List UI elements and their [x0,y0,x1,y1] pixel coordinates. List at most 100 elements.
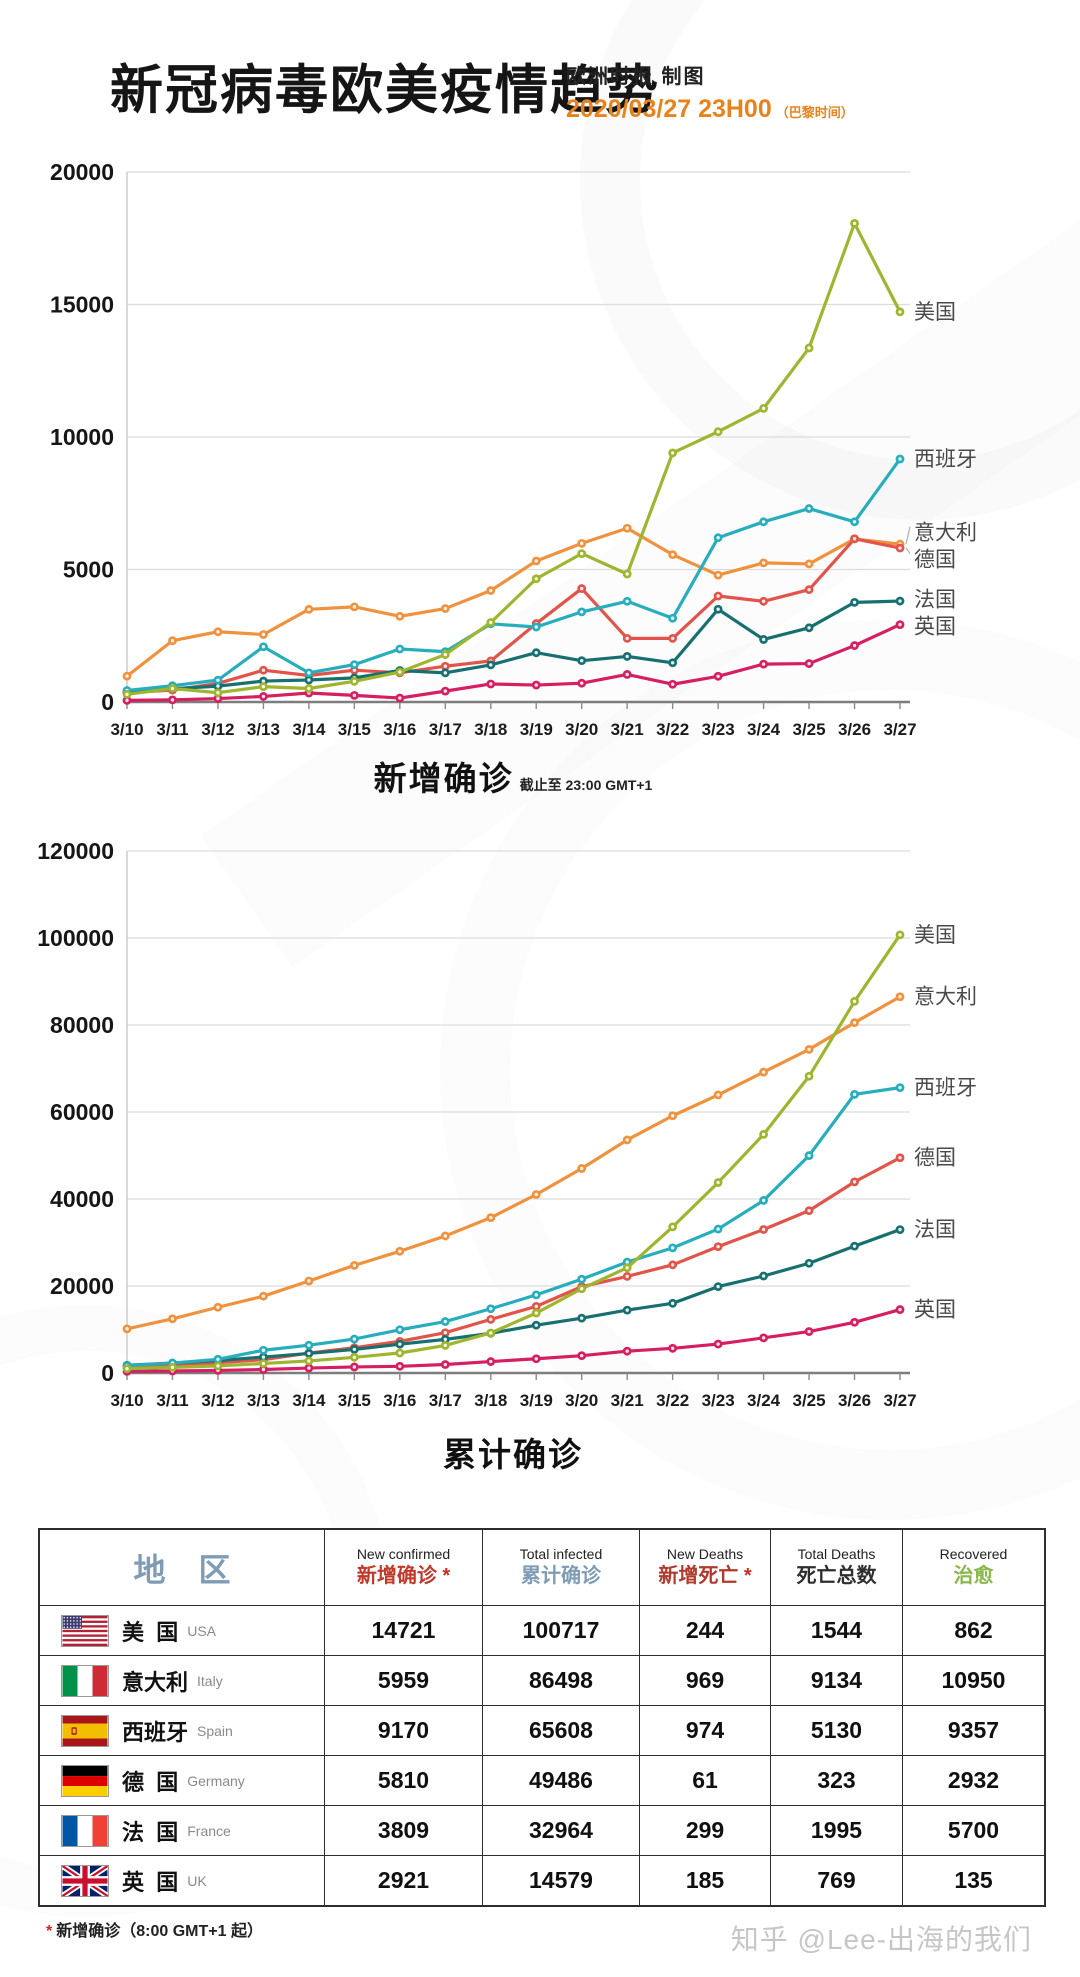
data-point-center [580,1287,584,1291]
data-point-center [307,1351,311,1356]
data-point-center [670,552,675,557]
series-line [125,933,902,1371]
page-title: 新冠病毒欧美疫情趋势 [110,61,660,120]
data-point-center [852,520,857,524]
label-leader-line [905,526,911,545]
data-point-center [398,1249,402,1253]
table-row-region-usa: 美 国 USA [40,1605,324,1655]
data-point-center [443,652,447,657]
footnote: * 新增确诊（8:00 GMT+1 起） [46,1917,263,1941]
country-name-zh: 法 国 [122,1819,179,1845]
x-tick-label: 3/15 [338,720,371,739]
data-point-center [852,643,857,648]
data-point-center [216,691,220,695]
stat-cell: 3809 [324,1805,482,1855]
stat-cell: 32964 [482,1805,639,1855]
data-point-center [716,430,720,434]
data-point-center [670,616,675,620]
x-tick-label: 3/14 [292,720,326,739]
x-tick-label: 3/22 [656,720,689,739]
data-point-center [761,561,766,565]
data-point-center [352,1355,357,1359]
x-tick-label: 3/13 [247,1391,280,1410]
watermark: 知乎 @Lee-出海的我们 [730,1924,1032,1955]
data-point-center [807,1153,811,1158]
stat-cell: 5959 [324,1655,482,1705]
data-point-center [716,1244,720,1249]
data-point-center [125,674,129,678]
country-stats-table: 地 区 New confirmed 新增确诊 * Total infected 累计确诊… [38,1528,1046,1907]
data-point-center [761,1336,766,1340]
data-point-center [807,626,811,630]
data-point-center [670,451,675,455]
data-point-center [534,1304,538,1309]
stat-cell: 185 [639,1855,770,1905]
data-point-center [352,693,357,698]
header-meta: 欧洲时报 制图 2020/03/27 23H00 （巴黎时间） [566,60,854,124]
x-tick-label: 3/17 [429,720,462,739]
series-label: 德国 [914,548,956,572]
data-point-center [898,1227,902,1232]
data-point-center [489,1331,493,1335]
data-point-center [443,1331,447,1335]
data-point-center [534,683,538,687]
data-point-center [852,1244,857,1248]
data-point-center [125,1327,129,1331]
data-point-center [534,1192,538,1197]
data-point-center [307,671,311,675]
data-point-center [216,678,220,682]
data-point-center [716,1284,720,1289]
data-point-center [398,696,402,700]
stat-cell: 10950 [902,1655,1044,1705]
data-point-center [170,698,175,702]
data-point-center [307,1366,311,1370]
data-point-center [352,662,357,667]
data-point-center [443,606,447,611]
table-header-new-confirmed: New confirmed 新增确诊 * [324,1530,482,1605]
series-label: 英国 [914,1298,956,1322]
data-point-center [580,658,584,663]
asterisk-marker: * [436,1564,451,1587]
series-line [125,1307,902,1373]
x-tick-label: 3/18 [474,1391,507,1410]
data-point-center [852,1092,857,1097]
series-line [125,622,902,703]
data-point-center [489,1215,493,1220]
series-label: 英国 [914,614,956,638]
data-point-center [261,1294,266,1298]
data-point-center [125,692,129,697]
data-point-center [307,1343,311,1347]
x-tick-label: 3/14 [292,1391,326,1410]
data-point-center [580,1316,584,1320]
data-point-center [489,663,493,667]
x-tick-label: 3/10 [110,1391,143,1410]
data-point-center [852,999,857,1004]
data-point-center [307,1279,311,1283]
data-point-center [625,1138,629,1142]
data-point-center [443,1343,447,1348]
x-tick-label: 3/12 [201,1391,234,1410]
column-header-zh: 累计确诊 [521,1564,601,1587]
country-name-zh: 西班牙 [122,1719,189,1745]
data-point-center [625,1266,629,1270]
data-point-center [352,1263,357,1268]
data-point-center [580,586,584,591]
datetime-value: 2020/03/27 23H00 [566,95,772,123]
y-tick-label: 0 [101,689,114,715]
data-point-center [761,520,766,524]
data-point-center [352,679,357,684]
stat-cell: 769 [770,1855,902,1905]
chart1-title-suffix: 截止至 23:00 GMT+1 [519,777,653,793]
stat-cell: 9357 [902,1705,1044,1755]
x-tick-label: 3/26 [838,720,871,739]
data-point-center [443,1337,447,1342]
data-point-center [761,1132,766,1137]
stat-cell: 1544 [770,1605,902,1655]
series-label: 西班牙 [914,447,977,471]
data-point-center [398,1364,402,1369]
series-美国 [122,930,905,1374]
country-name-zh: 英 国 [122,1869,179,1895]
